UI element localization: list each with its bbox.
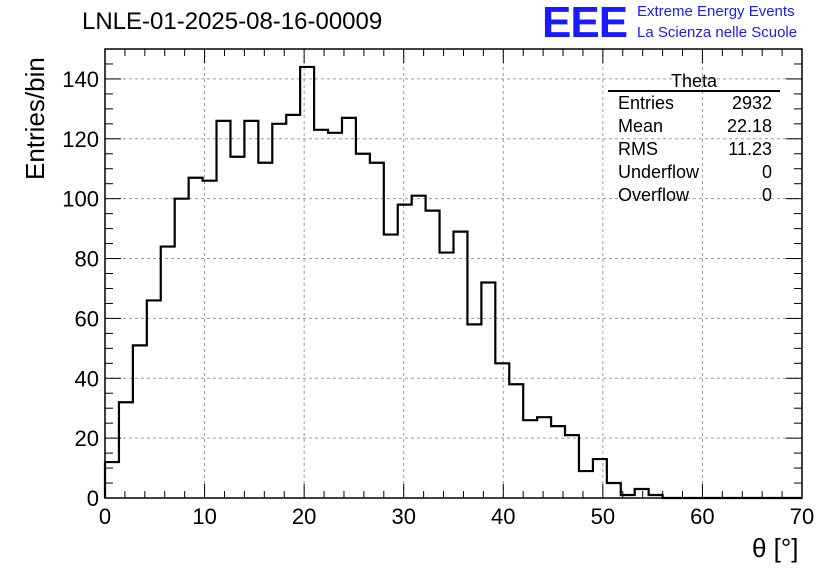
histogram-bin [551,426,565,498]
histogram-bin [593,459,607,498]
histogram-bin [300,67,314,498]
histogram-bin [286,115,300,498]
y-tick-label: 140 [62,67,99,92]
stats-title: Theta [608,72,780,92]
x-tick-label: 40 [491,504,515,529]
stats-value: 11.23 [728,139,772,159]
x-tick-label: 50 [591,504,615,529]
histogram-bin [133,345,147,498]
histogram-bin [342,118,356,498]
logo-line-2: La Scienza nelle Scuole [637,24,798,41]
histogram-bin [565,435,579,498]
histogram-bin [607,483,621,498]
y-tick-label: 20 [75,426,99,451]
histogram-bin [621,495,635,498]
histogram-bin [272,124,286,498]
x-tick-label: 0 [99,504,111,529]
x-tick-label: 60 [690,504,714,529]
histogram-bin [175,199,189,498]
x-tick-label: 70 [790,504,814,529]
histogram-bin [203,181,217,498]
histogram-bin [454,232,468,498]
histogram-bin [244,121,258,498]
histogram-bin [579,471,593,498]
y-tick-label: 40 [75,366,99,391]
histogram-bin [523,420,537,498]
stats-row-underflow: Underflow 0 [608,161,780,184]
x-tick-label: 20 [292,504,316,529]
y-tick-label: 120 [62,127,99,152]
histogram-bin [217,121,231,498]
x-tick-label: 30 [391,504,415,529]
x-tick-label: 10 [192,504,216,529]
stats-value: 0 [761,162,772,182]
chart-title: LNLE-01-2025-08-16-00009 [82,8,383,35]
histogram-bin [537,417,551,498]
histogram-bin [147,300,161,498]
stats-value: 2932 [731,93,772,113]
histogram-bin [635,489,649,498]
stats-row-entries: Entries 2932 [608,92,780,115]
histogram-bin [189,178,203,498]
histogram-bin [467,324,481,498]
y-tick-label: 60 [75,306,99,331]
histogram-bin [440,253,454,498]
y-tick-label: 100 [62,187,99,212]
histogram-bin [328,133,342,498]
stats-row-overflow: Overflow 0 [608,184,780,207]
stats-value: 0 [761,185,772,205]
histogram-bin [495,363,509,498]
stats-label: Overflow [618,185,690,205]
eee-logo: EEE [542,0,628,47]
histogram-bin [384,235,398,498]
stats-label: Mean [618,116,664,136]
stats-label: RMS [618,139,658,159]
histogram-bin [370,163,384,498]
histogram-bin [314,130,328,498]
histogram-bin [426,211,440,498]
y-axis-title: Entries/bin [20,57,50,180]
logo-line-1: Extreme Energy Events [637,3,795,20]
histogram-bin [509,384,523,498]
x-axis-title: θ [°] [752,533,799,563]
y-tick-label: 80 [75,247,99,272]
histogram-bin [356,154,370,498]
stats-label: Entries [618,93,675,113]
histogram-bin [161,247,175,498]
histogram-bin [398,205,412,498]
stats-label: Underflow [618,162,700,182]
stats-value: 22.18 [726,116,772,136]
histogram-bin [105,462,119,498]
y-tick-label: 0 [87,486,99,511]
stats-box: Theta Entries 2932 Mean 22.18 RMS 11.23 … [608,72,780,207]
histogram-bin [412,196,426,498]
histogram-bin [649,495,663,498]
histogram-bin [258,163,272,498]
histogram-bin [481,282,495,498]
stats-row-mean: Mean 22.18 [608,115,780,138]
histogram-bin [230,157,244,498]
histogram-bin [119,402,133,498]
histogram-series [103,65,802,500]
stats-row-rms: RMS 11.23 [608,138,780,161]
